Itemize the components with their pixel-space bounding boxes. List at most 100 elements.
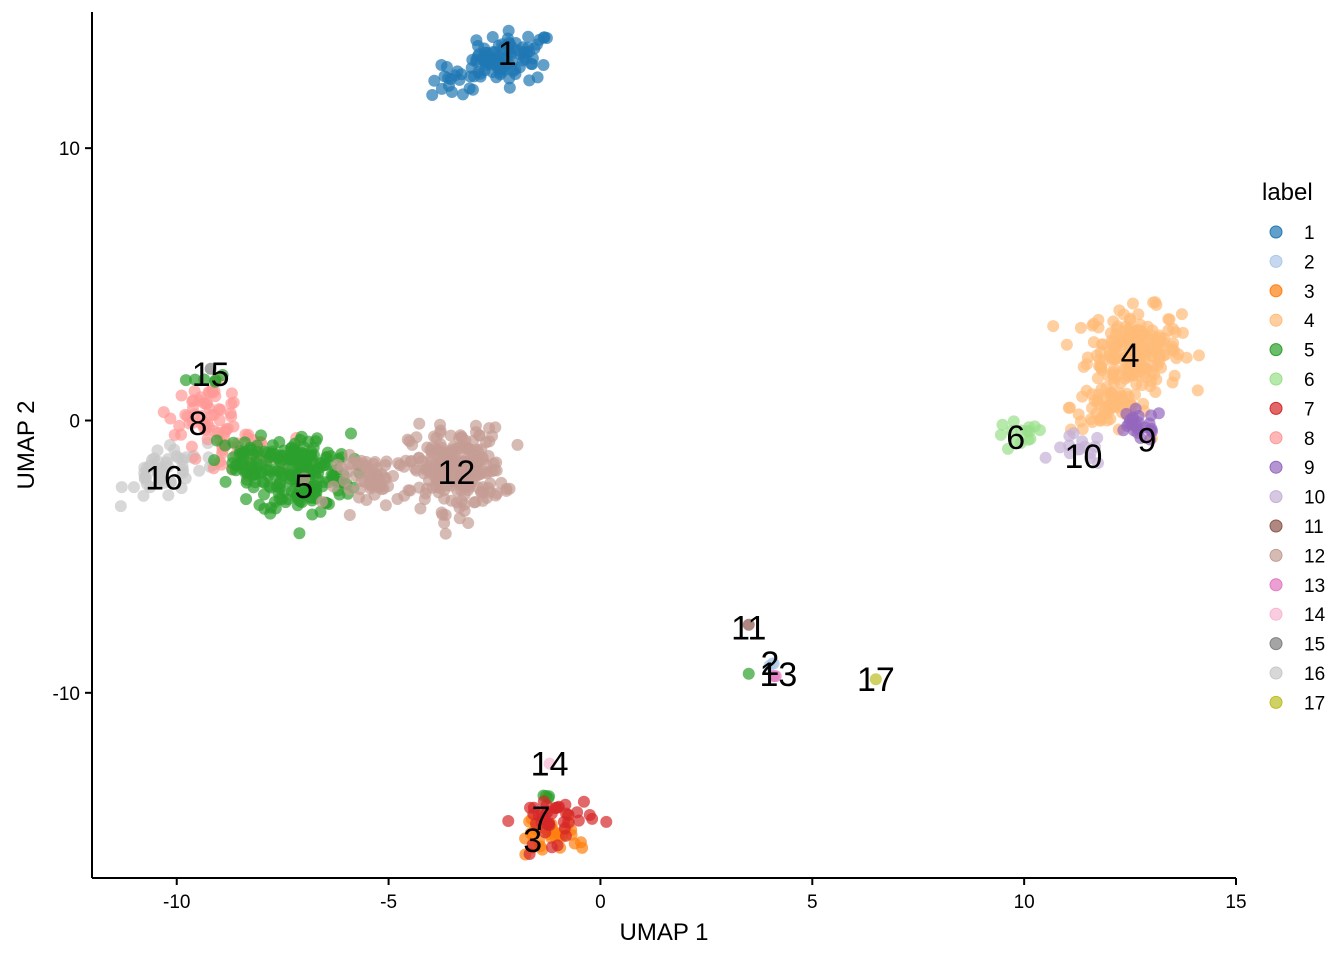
point (474, 70, 487, 83)
point (186, 395, 199, 408)
point (276, 466, 289, 479)
point (869, 673, 882, 686)
point (511, 438, 524, 451)
series-15 (204, 362, 217, 375)
point (225, 387, 238, 400)
point (1134, 318, 1147, 331)
cluster-label-6: 6 (1006, 419, 1025, 457)
point (506, 65, 519, 78)
legend-key-16 (1269, 666, 1283, 680)
point (371, 462, 384, 475)
legend-key-6 (1269, 372, 1283, 386)
point (1124, 367, 1137, 380)
legend-key-3 (1269, 284, 1283, 298)
point (127, 481, 140, 494)
point (537, 58, 550, 71)
point (418, 467, 431, 480)
point (552, 801, 565, 814)
series-7 (502, 795, 613, 861)
point (538, 31, 551, 44)
legend-key-7 (1269, 401, 1283, 415)
point (114, 500, 127, 513)
point (264, 507, 277, 520)
point (199, 423, 212, 436)
point (256, 475, 269, 488)
point (463, 458, 476, 471)
point (225, 410, 238, 423)
point (466, 83, 479, 96)
point (426, 89, 439, 102)
point (160, 456, 173, 469)
point (236, 463, 249, 476)
point (1107, 362, 1120, 375)
point (321, 446, 334, 459)
legend-label-15: 15 (1304, 635, 1325, 656)
point (213, 414, 226, 427)
cluster-label-10: 10 (1065, 438, 1103, 476)
y-tick-label: -10 (53, 684, 80, 705)
point (583, 809, 596, 822)
point (1166, 376, 1179, 389)
point (456, 88, 469, 101)
point (253, 499, 266, 512)
point (451, 65, 464, 78)
point (444, 444, 457, 457)
point (479, 465, 492, 478)
point (435, 506, 448, 519)
point (1131, 426, 1144, 439)
cluster-label-7: 7 (532, 800, 551, 838)
legend-key-13 (1269, 578, 1283, 592)
point (438, 516, 451, 529)
point (240, 493, 253, 506)
cluster-label-5: 5 (294, 468, 313, 506)
point (576, 841, 589, 854)
point (115, 481, 128, 494)
point (445, 86, 458, 99)
point (321, 458, 334, 471)
legend-key-15 (1269, 637, 1283, 651)
point (327, 480, 340, 493)
point (298, 472, 311, 485)
point (189, 452, 202, 465)
point (1060, 338, 1073, 351)
point (491, 487, 504, 500)
legend-key-9 (1269, 460, 1283, 474)
point (208, 385, 221, 398)
point (1180, 351, 1193, 364)
point (1105, 334, 1118, 347)
point (530, 817, 543, 830)
point (204, 362, 217, 375)
point (431, 447, 444, 460)
point (402, 484, 415, 497)
legend-label-4: 4 (1304, 311, 1315, 332)
point (445, 472, 458, 485)
point (523, 848, 536, 861)
point (465, 475, 478, 488)
point (293, 527, 306, 540)
point (307, 449, 320, 462)
point (238, 436, 251, 449)
cluster-label-11: 11 (731, 609, 766, 647)
cluster-label-9: 9 (1138, 422, 1157, 460)
series-12 (298, 417, 524, 540)
point (1135, 379, 1148, 392)
point (363, 478, 376, 491)
x-tick-label: 5 (807, 892, 818, 913)
point (486, 430, 499, 443)
legend-key-12 (1269, 548, 1283, 562)
point (306, 508, 319, 521)
legend-key-4 (1269, 313, 1283, 327)
legend-label-17: 17 (1304, 693, 1325, 714)
cluster-label-3: 3 (523, 822, 542, 860)
point (251, 445, 264, 458)
point (435, 82, 448, 95)
y-axis-title: UMAP 2 (13, 401, 40, 490)
point (434, 426, 447, 439)
point (260, 463, 273, 476)
point (1143, 417, 1156, 430)
point (1001, 442, 1014, 455)
point (1152, 407, 1165, 420)
